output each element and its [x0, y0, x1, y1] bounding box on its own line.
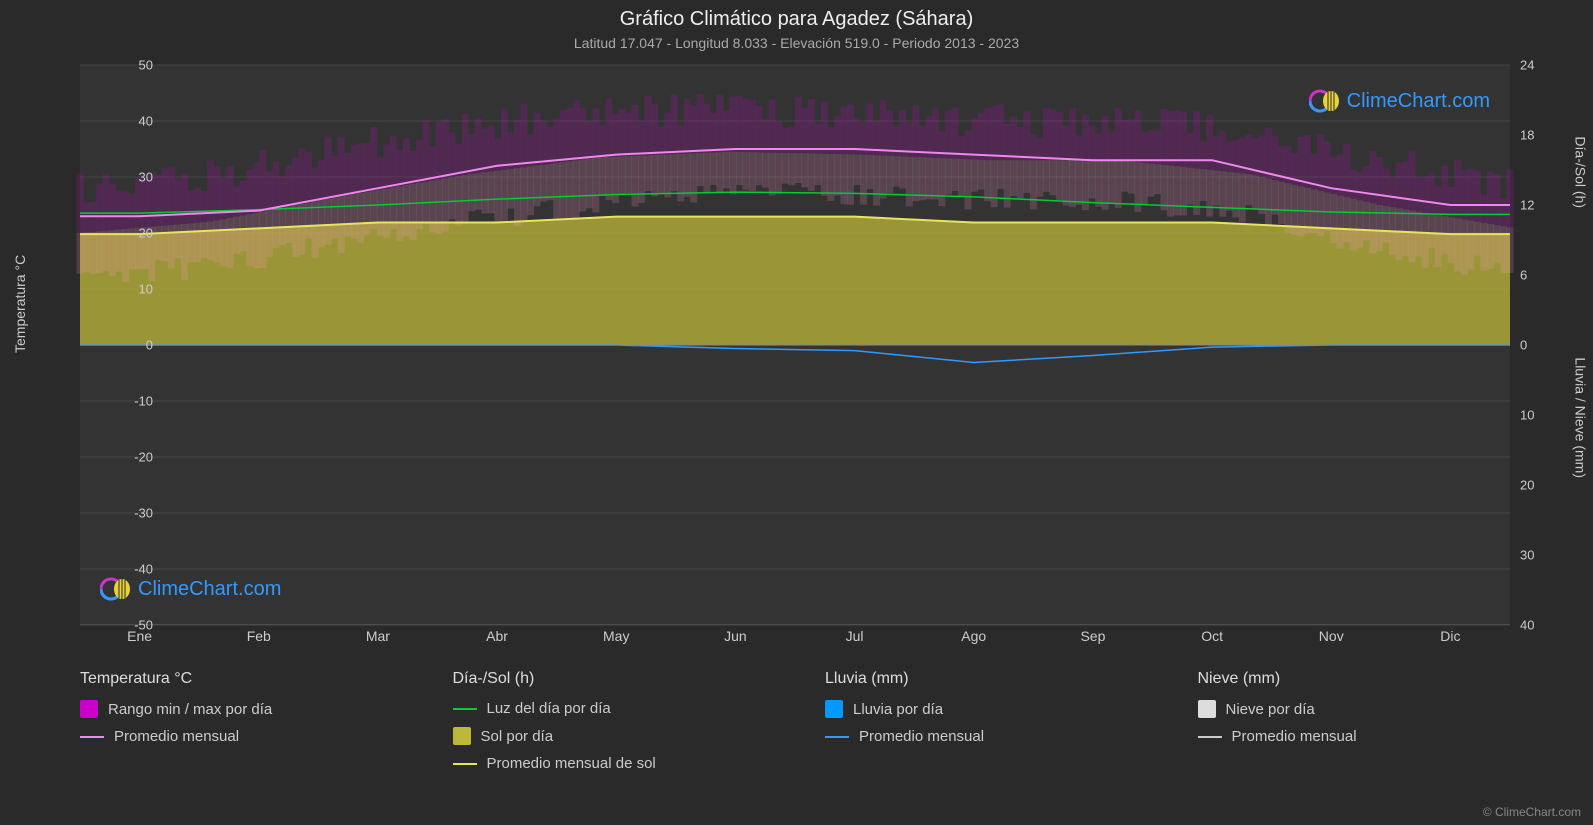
ytick-right-hours: 6 — [1520, 268, 1560, 283]
ytick-left: -20 — [113, 450, 153, 465]
ytick-right-mm: 10 — [1520, 408, 1560, 423]
legend-item: Lluvia por día — [825, 700, 1138, 718]
chart-subtitle: Latitud 17.047 - Longitud 8.033 - Elevac… — [0, 35, 1593, 51]
legend-swatch — [80, 700, 98, 718]
xtick: Abr — [486, 628, 508, 644]
xtick: Oct — [1201, 628, 1223, 644]
data-layer — [80, 65, 1510, 625]
ytick-left: 50 — [113, 58, 153, 73]
legend-item: Promedio mensual — [825, 728, 1138, 745]
xtick: Jul — [846, 628, 864, 644]
climechart-logo-icon — [100, 573, 132, 605]
legend-item: Rango min / max por día — [80, 700, 393, 718]
legend-group: Día-/Sol (h) Luz del día por día Sol por d… — [453, 670, 766, 782]
legend-item-label: Luz del día por día — [487, 700, 611, 717]
legend-group-title: Temperatura °C — [80, 670, 393, 688]
y-left-label: Temperatura °C — [12, 255, 28, 353]
xtick: Mar — [366, 628, 390, 644]
legend-line-swatch — [80, 736, 104, 738]
legend-item: Promedio mensual — [80, 728, 393, 745]
legend-item-label: Sol por día — [481, 728, 554, 745]
ytick-left: 30 — [113, 170, 153, 185]
xtick: Ago — [961, 628, 986, 644]
xtick: Dic — [1440, 628, 1460, 644]
chart-title: Gráfico Climático para Agadez (Sáhara) — [0, 8, 1593, 31]
legend-item-label: Rango min / max por día — [108, 701, 272, 718]
ytick-right-hours: 12 — [1520, 198, 1560, 213]
legend-item-label: Promedio mensual — [1232, 728, 1357, 745]
legend-line-swatch — [453, 708, 477, 710]
legend-line-swatch — [1198, 736, 1222, 738]
ytick-left: -10 — [113, 394, 153, 409]
legend-swatch — [825, 700, 843, 718]
legend-group: Nieve (mm) Nieve por día Promedio mensual — [1198, 670, 1511, 782]
ytick-left: 0 — [113, 338, 153, 353]
legend-item-label: Promedio mensual — [859, 728, 984, 745]
logo-text: ClimeChart.com — [138, 578, 281, 601]
legend-swatch — [1198, 700, 1216, 718]
xtick: Feb — [247, 628, 271, 644]
legend: Temperatura °C Rango min / max por día Pro… — [80, 670, 1510, 782]
legend-item: Promedio mensual — [1198, 728, 1511, 745]
climechart-logo-icon — [1309, 85, 1341, 117]
legend-group-title: Lluvia (mm) — [825, 670, 1138, 688]
legend-group-title: Nieve (mm) — [1198, 670, 1511, 688]
legend-group: Temperatura °C Rango min / max por día Pro… — [80, 670, 393, 782]
ytick-right-mm: 20 — [1520, 478, 1560, 493]
ytick-left: 40 — [113, 114, 153, 129]
legend-group: Lluvia (mm) Lluvia por día Promedio mensua… — [825, 670, 1138, 782]
y-right-top-label: Día-/Sol (h) — [1573, 136, 1589, 208]
legend-item: Sol por día — [453, 727, 766, 745]
logo-bottom: ClimeChart.com — [100, 573, 281, 605]
copyright: © ClimeChart.com — [1483, 805, 1581, 819]
legend-item-label: Nieve por día — [1226, 701, 1315, 718]
ytick-right-hours: 24 — [1520, 58, 1560, 73]
xtick: Nov — [1319, 628, 1344, 644]
legend-line-swatch — [825, 736, 849, 738]
y-right-bottom-label: Lluvia / Nieve (mm) — [1573, 357, 1589, 478]
ytick-right-hours: 18 — [1520, 128, 1560, 143]
legend-group-title: Día-/Sol (h) — [453, 670, 766, 688]
ytick-right-hours: 0 — [1520, 338, 1560, 353]
plot-area: ClimeChart.com ClimeChart.com — [80, 65, 1510, 625]
legend-item-label: Promedio mensual de sol — [487, 755, 656, 772]
xtick: May — [603, 628, 629, 644]
legend-item: Nieve por día — [1198, 700, 1511, 718]
ytick-left: 10 — [113, 282, 153, 297]
logo-top: ClimeChart.com — [1309, 85, 1490, 117]
legend-item: Promedio mensual de sol — [453, 755, 766, 772]
legend-item: Luz del día por día — [453, 700, 766, 717]
ytick-left: 20 — [113, 226, 153, 241]
logo-text: ClimeChart.com — [1347, 90, 1490, 113]
ytick-left: -30 — [113, 506, 153, 521]
legend-item-label: Promedio mensual — [114, 728, 239, 745]
legend-item-label: Lluvia por día — [853, 701, 943, 718]
ytick-right-mm: 40 — [1520, 618, 1560, 633]
xtick: Ene — [127, 628, 152, 644]
xtick: Jun — [724, 628, 747, 644]
legend-line-swatch — [453, 763, 477, 765]
xtick: Sep — [1080, 628, 1105, 644]
legend-swatch — [453, 727, 471, 745]
ytick-left: -40 — [113, 562, 153, 577]
ytick-right-mm: 30 — [1520, 548, 1560, 563]
